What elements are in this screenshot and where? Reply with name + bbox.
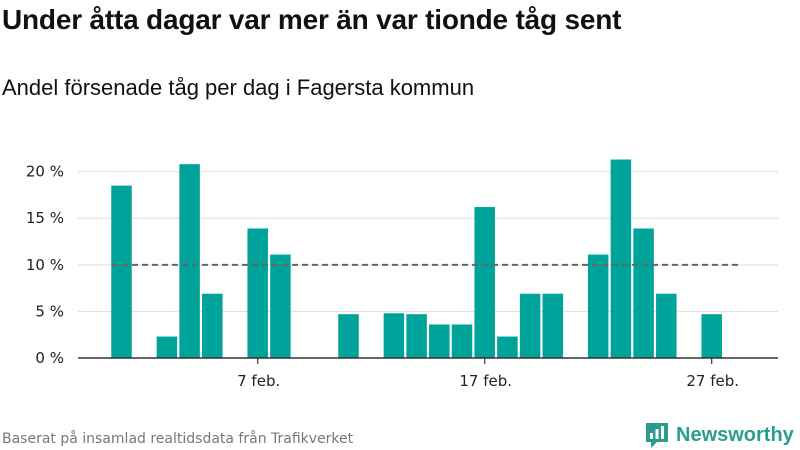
bar xyxy=(429,324,450,358)
bar xyxy=(247,228,268,358)
brand-logo: Newsworthy xyxy=(644,421,794,449)
bar xyxy=(270,254,291,358)
bar xyxy=(338,314,359,358)
y-tick-label: 10 % xyxy=(26,256,64,274)
bar xyxy=(542,293,564,358)
x-tick-label: 17 feb. xyxy=(459,372,512,390)
bar xyxy=(406,314,427,358)
bar xyxy=(111,185,132,358)
bar xyxy=(610,159,632,358)
bar xyxy=(179,164,200,358)
bar xyxy=(474,207,495,358)
chart-subtitle: Andel försenade tåg per dag i Fagersta k… xyxy=(2,75,475,100)
y-tick-label: 0 % xyxy=(35,349,64,367)
source-note: Baserat på insamlad realtidsdata från Tr… xyxy=(2,431,354,447)
bar xyxy=(633,228,654,358)
newsworthy-logo-icon xyxy=(646,423,668,448)
y-tick-label: 20 % xyxy=(26,163,64,181)
bar xyxy=(202,293,223,358)
bar xyxy=(497,336,518,358)
bar-chart: 0 % 5 % 10 % 15 % 20 % 7 feb. 17 feb. 27 feb. xyxy=(26,159,778,390)
bars xyxy=(111,159,722,358)
x-tick-label: 27 feb. xyxy=(686,372,739,390)
bar xyxy=(587,254,609,358)
bar xyxy=(701,314,722,358)
bar xyxy=(156,336,178,358)
x-tick-label: 7 feb. xyxy=(237,372,280,390)
bar xyxy=(383,313,405,358)
y-tick-label: 15 % xyxy=(26,209,64,227)
brand-name: Newsworthy xyxy=(676,423,794,446)
chart-title: Under åtta dagar var mer än var tionde t… xyxy=(2,4,622,35)
bar xyxy=(656,293,677,358)
bar xyxy=(451,324,473,358)
bar xyxy=(519,293,541,358)
axes: 0 % 5 % 10 % 15 % 20 % 7 feb. 17 feb. 27 feb. xyxy=(26,163,778,390)
y-tick-label: 5 % xyxy=(35,302,64,320)
